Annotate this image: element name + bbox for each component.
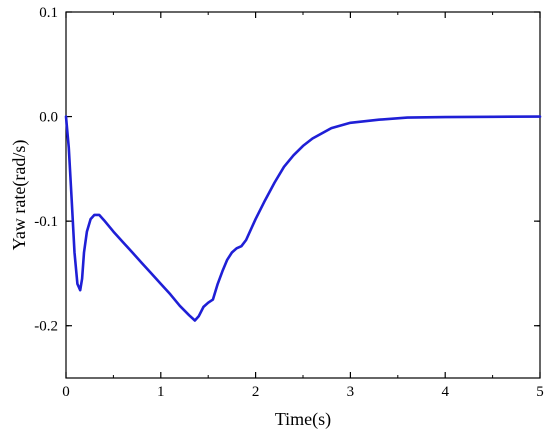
x-axis-title: Time(s) [275, 409, 331, 430]
ticks-layer: 0 1 2 3 4 5 0.1 0.0 -0.1 -0.2 [34, 5, 544, 400]
series-line [64, 115, 542, 322]
y-tick-label: -0.1 [34, 214, 58, 230]
series-layer [64, 115, 542, 322]
x-tick-label: 0 [62, 384, 70, 400]
y-tick-label: -0.2 [34, 319, 58, 335]
x-tick-label: 1 [157, 384, 165, 400]
x-tick-label: 5 [536, 384, 544, 400]
x-tick-label: 2 [252, 384, 260, 400]
x-tick-label: 4 [441, 384, 449, 400]
y-axis-title: Yaw rate(rad/s) [9, 140, 30, 251]
plot-frame [65, 11, 541, 379]
x-tick-label: 3 [347, 384, 355, 400]
y-tick-label: 0.1 [39, 5, 58, 21]
y-tick-label: 0.0 [39, 110, 58, 126]
